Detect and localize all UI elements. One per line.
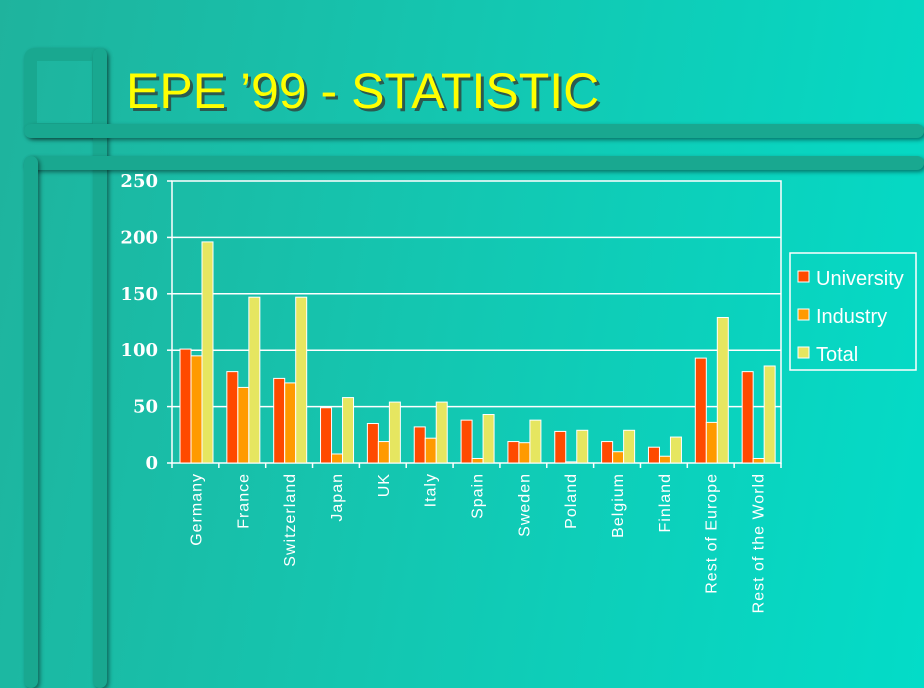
- legend-swatch-total: [797, 346, 810, 359]
- legend-swatch-university: [797, 270, 810, 283]
- bar-university: [741, 371, 754, 464]
- bar-industry: [752, 457, 765, 464]
- y-tick-label: 50: [133, 397, 158, 418]
- y-tick-label: 100: [120, 340, 158, 361]
- y-tick-label: 200: [120, 227, 158, 248]
- bar-industry: [705, 421, 718, 464]
- y-tick-label: 150: [120, 284, 158, 305]
- bar-total: [342, 397, 355, 464]
- decorative-horizontal-bar-bottom: [24, 156, 924, 170]
- x-tick-label: Germany: [188, 473, 205, 546]
- legend-label-industry: Industry: [816, 306, 887, 328]
- bar-industry: [612, 451, 625, 464]
- decorative-left-bar: [24, 156, 38, 688]
- legend: [789, 252, 917, 371]
- bar-industry: [518, 442, 531, 464]
- decorative-horizontal-bar-top: [24, 124, 924, 138]
- x-tick-label: Belgium: [610, 473, 627, 538]
- bar-industry: [190, 355, 203, 464]
- bar-industry: [424, 437, 437, 464]
- bar-total: [201, 241, 214, 464]
- bar-total: [248, 296, 261, 464]
- y-tick-label: 0: [145, 453, 158, 474]
- bar-total: [435, 401, 448, 464]
- x-tick-label: France: [235, 473, 252, 529]
- bar-university: [694, 357, 707, 464]
- x-tick-label: Poland: [563, 473, 580, 529]
- y-tick-label: 250: [120, 171, 158, 192]
- slide-title: EPE ’99 - STATISTIC: [126, 63, 600, 119]
- decorative-vertical-bar: [93, 48, 107, 688]
- legend-swatch-industry: [797, 308, 810, 321]
- x-tick-label: Spain: [470, 473, 487, 519]
- bar-university: [273, 377, 286, 464]
- bar-university: [647, 446, 660, 464]
- x-tick-label: Japan: [329, 473, 346, 522]
- x-tick-label: Italy: [423, 473, 440, 507]
- bar-total: [295, 296, 308, 464]
- bar-university: [366, 423, 379, 464]
- bar-industry: [658, 455, 671, 464]
- bar-industry: [471, 457, 484, 464]
- bar-industry: [565, 461, 578, 464]
- bar-university: [179, 348, 192, 464]
- bar-total: [388, 401, 401, 464]
- bar-university: [554, 430, 567, 464]
- bar-total: [716, 316, 729, 464]
- legend-label-total: Total: [816, 344, 858, 366]
- bar-total: [529, 419, 542, 464]
- legend-label-university: University: [816, 268, 904, 290]
- x-tick-label: Sweden: [516, 473, 533, 537]
- bar-total: [669, 436, 682, 464]
- bar-university: [460, 419, 473, 464]
- x-tick-label: Finland: [657, 473, 674, 532]
- x-tick-label: Rest of Europe: [704, 473, 721, 594]
- bar-industry: [331, 453, 344, 464]
- bar-university: [226, 371, 239, 464]
- bar-university: [320, 407, 333, 464]
- bar-total: [763, 365, 776, 464]
- bar-total: [482, 413, 495, 464]
- bar-university: [507, 441, 520, 464]
- plot-area: [171, 180, 782, 464]
- x-tick-label: UK: [376, 473, 393, 497]
- x-tick-label: Switzerland: [282, 473, 299, 567]
- bar-industry: [377, 441, 390, 464]
- bar-total: [576, 429, 589, 464]
- bar-total: [623, 429, 636, 464]
- bar-university: [601, 441, 614, 464]
- bar-university: [413, 426, 426, 464]
- bar-industry: [284, 382, 297, 464]
- bar-industry: [237, 386, 250, 464]
- x-tick-label: Rest of the World: [751, 473, 768, 613]
